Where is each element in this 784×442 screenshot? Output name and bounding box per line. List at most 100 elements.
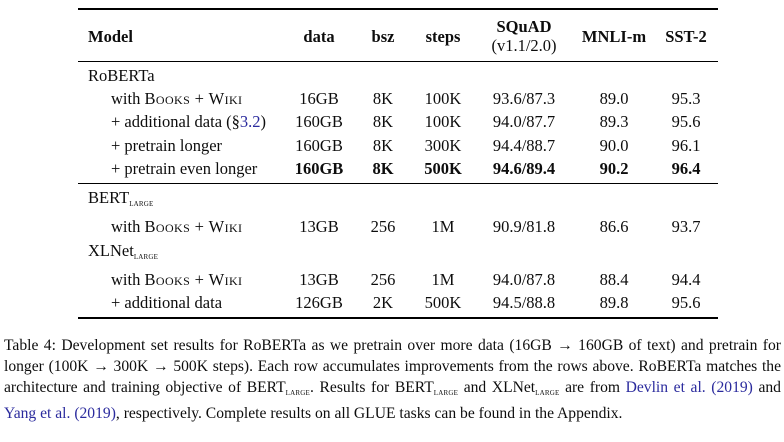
cell-mnli <box>574 62 654 88</box>
cell-steps: 1M <box>431 217 455 237</box>
cell-sst <box>654 62 718 88</box>
text-span: + pretrain longer <box>111 135 223 155</box>
cell-squad <box>474 239 574 268</box>
subscript-text: large <box>133 250 159 262</box>
cell-mnli: 89.8 <box>599 293 629 313</box>
cell-steps: 500K <box>424 293 462 313</box>
model-cell: + additional data <box>78 291 284 318</box>
model-cell: XLNetlarge <box>78 239 284 268</box>
col-header-label: MNLI-m <box>581 26 647 46</box>
cell-squad: 93.6/87.3 <box>492 89 556 109</box>
cell-bsz <box>354 184 412 216</box>
model-cell: with Books + Wiki <box>78 87 284 110</box>
col-header-label: data <box>303 26 335 46</box>
col-header-label: bsz <box>371 26 395 46</box>
col-header-label: steps <box>425 26 461 46</box>
table-header: Model data bsz steps SQuAD (v1.1/2.0) MN… <box>78 9 718 62</box>
text-span: ) <box>260 112 267 132</box>
section-ref-link[interactable]: 3.2 <box>239 112 261 132</box>
table-row: + additional data (§3.2) 160GB 8K 100K 94.0/… <box>78 110 718 133</box>
subscript-text: large <box>285 387 311 399</box>
text-span: BERT <box>88 188 130 208</box>
table-section-roberta: RoBERTa with Books + Wiki 16GB 8K 100K 93.6/8… <box>78 62 718 184</box>
cell-squad: 90.9/81.8 <box>492 217 556 237</box>
cell-bsz <box>354 239 412 268</box>
cell-bsz: 256 <box>370 269 396 289</box>
text-span: with <box>111 217 145 237</box>
smallcaps-text: Books + Wiki <box>144 217 243 237</box>
cell-bsz: 8K <box>372 112 394 132</box>
text-span: with <box>111 89 145 109</box>
table-row: + additional data 126GB 2K 500K 94.5/88.8 89.… <box>78 291 718 318</box>
cell-data: 126GB <box>295 293 343 313</box>
col-header-steps: steps <box>412 9 474 62</box>
cell-data: 160GB <box>295 135 343 155</box>
cell-mnli: 90.2 <box>599 158 629 178</box>
text-span: RoBERTa <box>88 66 155 85</box>
subscript-text: large <box>433 387 459 399</box>
text-span: are from <box>559 379 626 397</box>
text-span: , respectively. Complete results on all … <box>115 405 623 423</box>
cell-steps <box>412 184 474 216</box>
cell-steps: 300K <box>424 135 462 155</box>
cell-steps: 500K <box>424 158 462 178</box>
col-header-model: Model <box>78 9 284 62</box>
cell-steps: 100K <box>424 112 462 132</box>
cell-sst: 93.7 <box>671 217 701 237</box>
col-header-label: SQuAD <box>496 17 552 36</box>
table-caption: Table 4: Development set results for RoB… <box>0 335 784 424</box>
text-span: + pretrain even longer <box>111 158 258 178</box>
col-header-data: data <box>284 9 354 62</box>
model-cell: with Books + Wiki <box>78 268 284 291</box>
table-row: XLNetlarge <box>78 239 718 268</box>
citation-link[interactable]: Devlin et al. (2019) <box>625 379 753 397</box>
model-cell: + pretrain longer <box>78 134 284 157</box>
cell-bsz: 8K <box>372 135 394 155</box>
citation-link[interactable]: Yang et al. (2019) <box>4 405 116 423</box>
table-row: with Books + Wiki 13GB 256 1M 90.9/81.8 86.6 9… <box>78 215 718 238</box>
cell-data <box>284 239 354 268</box>
cell-bsz: 8K <box>372 158 394 178</box>
cell-squad: 94.6/89.4 <box>492 158 556 178</box>
model-cell: with Books + Wiki <box>78 215 284 238</box>
cell-mnli: 90.0 <box>599 135 629 155</box>
cell-bsz: 256 <box>370 217 396 237</box>
header-row: Model data bsz steps SQuAD (v1.1/2.0) MN… <box>78 9 718 62</box>
cell-mnli <box>574 239 654 268</box>
cell-steps: 100K <box>424 89 462 109</box>
cell-squad: 94.0/87.8 <box>492 269 556 289</box>
text-span: and XLNet <box>458 379 536 397</box>
cell-sst: 94.4 <box>671 269 701 289</box>
text-span: XLNet <box>88 240 134 260</box>
cell-data: 160GB <box>294 158 344 178</box>
text-span: with <box>111 269 145 289</box>
cell-data: 16GB <box>299 89 339 109</box>
cell-data <box>284 62 354 88</box>
col-header-squad: SQuAD (v1.1/2.0) <box>474 9 574 62</box>
cell-data: 13GB <box>299 269 339 289</box>
text-span: + additional data (§ <box>111 112 240 132</box>
cell-sst: 95.6 <box>671 293 701 313</box>
cell-data: 160GB <box>295 112 343 132</box>
cell-squad: 94.0/87.7 <box>492 112 556 132</box>
col-header-sublabel: (v1.1/2.0) <box>491 36 557 55</box>
text-span: + additional data <box>111 293 223 313</box>
model-cell: + additional data (§3.2) <box>78 110 284 133</box>
cell-data: 13GB <box>299 217 339 237</box>
model-cell: BERTlarge <box>78 184 284 216</box>
cell-sst: 96.1 <box>671 135 701 155</box>
table-row: BERTlarge <box>78 184 718 216</box>
cell-steps <box>412 239 474 268</box>
cell-mnli: 88.4 <box>599 269 629 289</box>
table-row: + pretrain even longer 160GB 8K 500K 94.6/89… <box>78 157 718 184</box>
text-span: and <box>752 379 781 397</box>
cell-bsz: 8K <box>372 89 394 109</box>
table-row: with Books + Wiki 13GB 256 1M 94.0/87.8 88.4 9… <box>78 268 718 291</box>
smallcaps-text: Books + Wiki <box>144 89 243 109</box>
results-table-container: Model data bsz steps SQuAD (v1.1/2.0) MN… <box>78 8 784 320</box>
col-header-bsz: bsz <box>354 9 412 62</box>
table-section-baselines: BERTlarge with Books + Wiki 13GB 256 1M 90.9/… <box>78 184 718 319</box>
cell-squad: 94.5/88.8 <box>492 293 556 313</box>
cell-mnli <box>574 184 654 216</box>
col-header-mnli: MNLI-m <box>574 9 654 62</box>
